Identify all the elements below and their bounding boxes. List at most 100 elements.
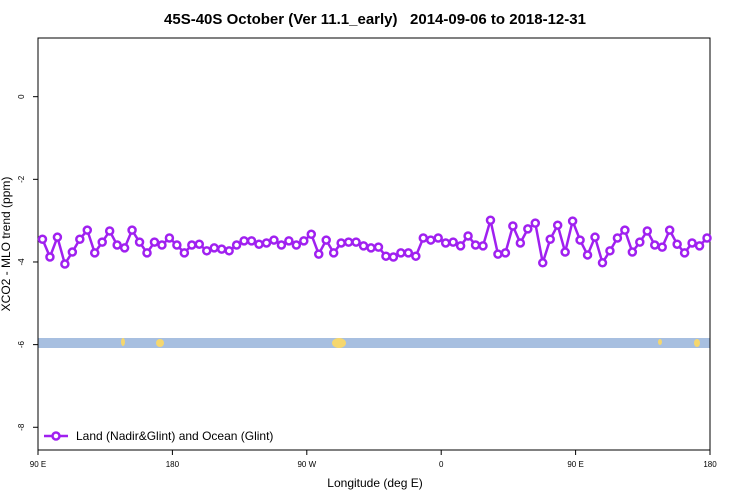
data-point [642,226,653,236]
land-patch [156,339,164,347]
data-point [552,220,563,230]
data-point [657,242,667,252]
data-point [358,241,369,251]
data-point [381,251,391,261]
data-point [455,241,466,251]
chart-title: 45S-40S October (Ver 11.1_early) 2014-09… [164,11,586,28]
data-point [157,240,167,250]
y-tick-label: -2 [17,175,26,183]
data-point [537,258,548,268]
data-point [104,226,115,236]
plot-frame [37,37,711,451]
data-point [119,243,130,253]
data-point [433,233,443,243]
data-point [560,247,570,257]
data-point [545,234,555,244]
data-point [672,239,682,249]
data-point [299,236,309,246]
data-point [485,215,496,225]
data-point [635,237,645,247]
data-point [187,240,197,250]
data-point [246,236,257,246]
y-axis-label: XCO2 - MLO trend (ppm) [0,177,13,312]
data-point [440,238,451,248]
data-point [448,237,458,247]
x-tick-label: 90 E [567,460,583,469]
land-patch [658,339,662,345]
data-point [306,229,317,240]
data-point [142,248,152,258]
data-point [351,237,361,247]
y-tick-label: -6 [17,341,26,349]
data-point [463,231,473,241]
data-point [343,237,354,247]
data-point [388,252,399,262]
data-point [575,235,585,245]
data-point [172,240,182,250]
data-point [239,236,249,246]
data-point [620,225,630,235]
data-point [127,225,137,235]
x-tick-label: 0 [439,460,444,469]
data-point [493,249,503,259]
land-patch [332,338,346,348]
data-point [597,258,608,268]
ocean-strip [38,338,710,348]
data-point [627,247,638,257]
data-point [702,233,712,243]
data-point [97,237,107,247]
data-point [45,252,55,262]
surface-strip [38,338,710,348]
data-point [201,246,212,256]
data-point [605,246,615,256]
x-tick-label: 90 W [297,460,316,469]
data-point [567,216,578,226]
data-point [590,232,600,242]
x-tick-label: 180 [703,460,717,469]
land-patch [121,338,125,346]
data-point [612,233,623,243]
data-point [149,237,160,247]
data-point [179,248,190,258]
data-point [500,248,511,258]
data-point [530,218,541,228]
y-tick-label: -8 [17,423,26,431]
data-point [328,248,339,258]
x-tick-label: 90 E [30,460,46,469]
x-axis-label: Longitude (deg E) [327,476,422,490]
land-patch [694,339,700,347]
data-point [284,236,294,246]
data-point [321,235,331,245]
data-point [231,240,242,250]
data-point [75,234,85,244]
data-point [276,240,287,250]
data-point [523,224,533,234]
data-point [261,238,272,248]
data-point [254,239,264,249]
data-point [396,248,406,258]
data-point [336,238,346,248]
data-point [515,238,526,248]
data-point [679,248,690,258]
data-point [425,235,436,245]
data-point [411,251,421,261]
data-point [687,238,697,248]
data-point [649,240,660,250]
data-point [470,240,481,250]
data-point [67,247,78,257]
legend-label: Land (Nadir&Glint) and Ocean (Glint) [76,429,273,443]
data-point [291,240,302,250]
data-point [164,233,175,243]
data-point [269,235,279,245]
x-tick-label: 180 [166,460,180,469]
data-point [194,239,205,249]
data-point [694,241,705,251]
data-point [52,232,63,242]
data-point [366,243,376,253]
data-point [60,259,70,269]
data-point [209,243,219,253]
data-point [134,237,145,247]
legend-marker [51,431,61,441]
data-point [112,240,122,250]
